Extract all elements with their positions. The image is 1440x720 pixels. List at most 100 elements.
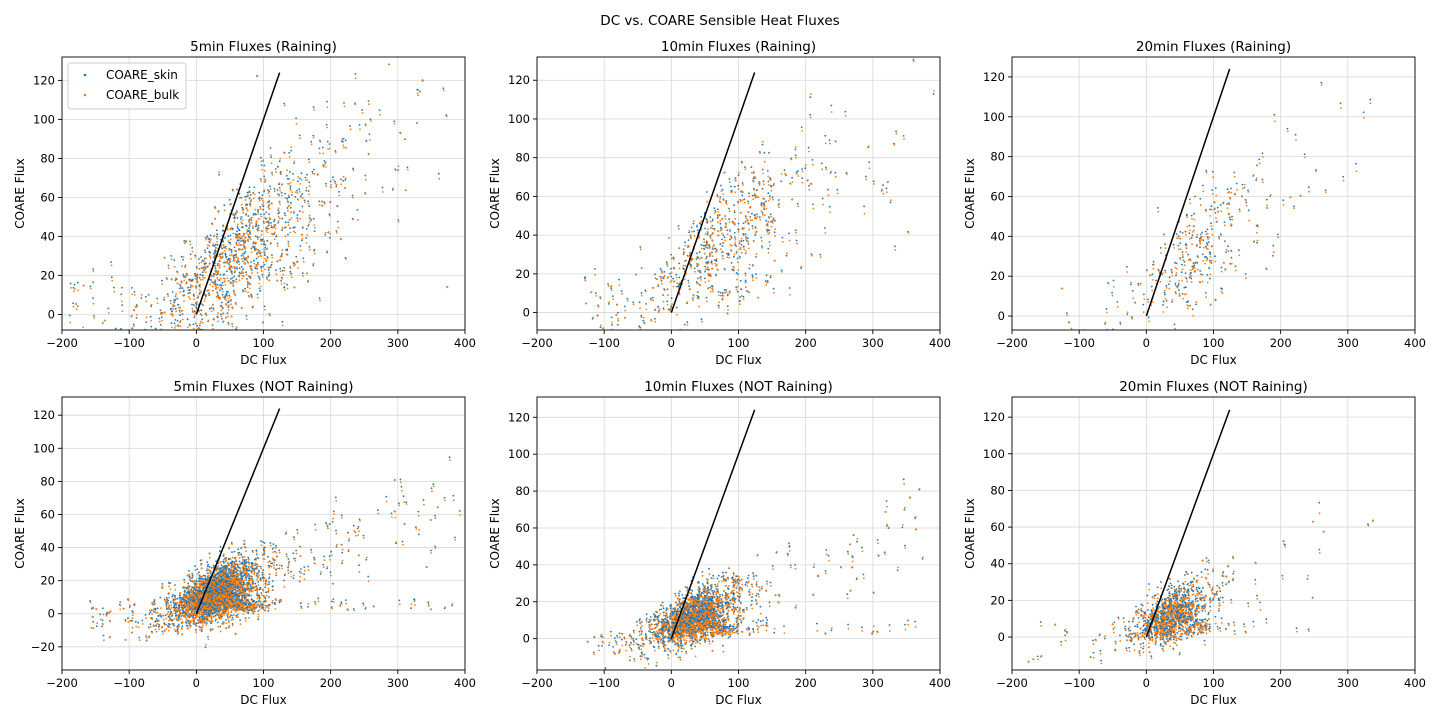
skin-point: [700, 318, 703, 321]
bulk-point: [326, 106, 329, 109]
bulk-point: [300, 178, 303, 181]
skin-point: [195, 285, 198, 287]
bulk-point: [263, 216, 266, 219]
skin-point: [751, 212, 753, 215]
bulk-point: [712, 232, 714, 234]
skin-point: [318, 147, 321, 150]
bulk-point: [745, 220, 747, 223]
bulk-point: [289, 273, 292, 275]
bulk-point: [700, 247, 703, 250]
skin-point: [263, 190, 265, 193]
skin-point: [202, 266, 205, 269]
bulk-point: [641, 294, 643, 297]
bulk-point: [1220, 210, 1223, 213]
bulk-point: [749, 205, 752, 208]
bulk-point: [1262, 181, 1264, 184]
bulk-point: [270, 565, 273, 568]
skin-point: [135, 304, 138, 306]
bulk-point: [210, 310, 213, 313]
bulk-point: [185, 239, 188, 242]
bulk-point: [707, 287, 710, 289]
y-axis-label: COARE Flux: [13, 158, 27, 229]
bulk-point: [733, 253, 736, 256]
skin-point: [1214, 187, 1217, 189]
bulk-point: [739, 257, 741, 259]
bulk-point: [297, 198, 300, 201]
skin-point: [344, 139, 347, 142]
skin-point: [223, 246, 226, 249]
bulk-point: [757, 296, 760, 299]
skin-point: [761, 245, 763, 248]
bulk-point: [1142, 311, 1145, 314]
bulk-point: [201, 559, 203, 561]
bulk-point: [299, 137, 301, 140]
bulk-point: [260, 233, 263, 236]
skin-point: [1241, 183, 1244, 186]
bulk-point: [754, 193, 756, 196]
skin-point: [1184, 272, 1187, 274]
bulk-point: [235, 256, 238, 258]
skin-point: [649, 297, 652, 300]
bulk-point: [259, 208, 262, 210]
skin-point: [1199, 236, 1202, 239]
skin-point: [1209, 277, 1211, 280]
skin-point: [1187, 253, 1190, 256]
bulk-point: [177, 324, 179, 327]
skin-point: [737, 174, 740, 177]
skin-point: [744, 215, 747, 218]
y-tick-label: 100: [983, 110, 1005, 124]
bulk-point: [228, 259, 231, 261]
bulk-point: [684, 323, 686, 326]
bulk-point: [163, 311, 166, 314]
skin-point: [617, 311, 619, 314]
skin-point: [721, 255, 724, 257]
skin-point: [110, 276, 113, 279]
skin-point: [642, 319, 645, 322]
skin-point: [748, 267, 751, 270]
skin-point: [257, 275, 260, 278]
bulk-point: [811, 254, 813, 257]
skin-point: [225, 255, 228, 258]
bulk-point: [145, 316, 148, 319]
bulk-point: [770, 190, 773, 192]
skin-point: [767, 192, 770, 195]
bulk-point: [213, 234, 216, 237]
bulk-point: [621, 292, 623, 295]
skin-point: [206, 235, 209, 237]
skin-point: [212, 252, 215, 255]
skin-point: [1205, 169, 1208, 172]
bulk-point: [229, 257, 232, 260]
bulk-point: [216, 274, 218, 276]
skin-point: [179, 285, 182, 287]
bulk-point: [325, 185, 328, 188]
bulk-point: [235, 326, 238, 328]
bulk-point: [307, 279, 310, 282]
skin-point: [1303, 153, 1306, 156]
skin-point: [397, 219, 400, 221]
skin-point: [1155, 279, 1157, 282]
bulk-point: [1196, 233, 1199, 236]
bulk-point: [364, 192, 367, 195]
skin-point: [93, 315, 95, 317]
bulk-point: [306, 179, 309, 181]
bulk-point: [111, 279, 114, 282]
skin-point: [1183, 260, 1186, 263]
skin-point: [829, 172, 832, 174]
bulk-point: [145, 300, 148, 303]
bulk-point: [184, 264, 187, 267]
bulk-point: [249, 238, 252, 241]
bulk-point: [222, 225, 225, 228]
y-tick-label: 40: [515, 228, 530, 242]
bulk-point: [293, 286, 296, 289]
bulk-point: [247, 240, 250, 243]
skin-point: [101, 322, 104, 324]
skin-point: [777, 199, 780, 201]
skin-point: [662, 294, 664, 296]
x-axis-label: DC Flux: [1190, 353, 1236, 367]
bulk-point: [292, 179, 295, 182]
skin-point: [137, 621, 140, 624]
skin-point: [1211, 189, 1214, 191]
bulk-point: [165, 617, 168, 620]
bulk-point: [288, 156, 291, 158]
skin-point: [278, 200, 281, 203]
